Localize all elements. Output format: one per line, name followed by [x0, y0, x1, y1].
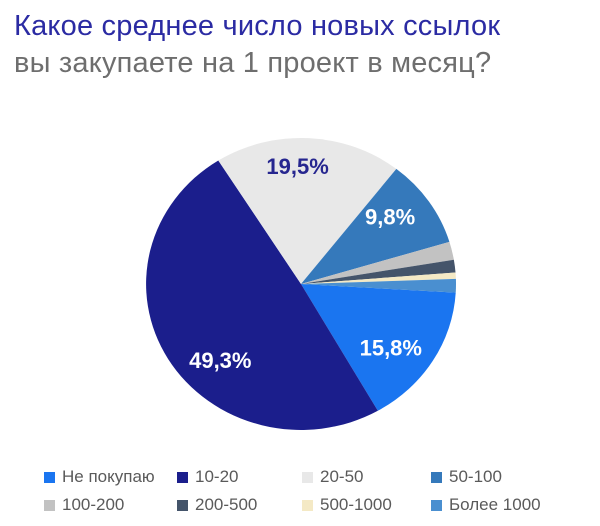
pie-slice-5 — [301, 241, 454, 284]
legend-item: Более 1000 — [431, 495, 590, 515]
pie-slice-percent-label: 15,8% — [360, 335, 422, 360]
legend-item: 50-100 — [431, 467, 590, 487]
legend-label: Более 1000 — [449, 495, 541, 514]
legend-label: 10-20 — [195, 467, 239, 486]
chart-legend: Не покупаю 10-20 20-50 50-100 100-200 200-500… — [44, 463, 590, 519]
chart-title-line1: Какое среднее число новых ссылок — [14, 10, 501, 42]
legend-swatch-icon — [302, 471, 313, 483]
legend-swatch-icon — [44, 471, 55, 483]
pie-slice-2 — [146, 160, 378, 430]
legend-swatch-icon — [177, 471, 188, 483]
legend-item: Не покупаю — [44, 467, 177, 487]
legend-item: 200-500 — [177, 495, 302, 515]
pie-slice-6 — [301, 259, 456, 284]
legend-label: 100-200 — [62, 495, 125, 514]
pie-slice-percent-label: 9,8% — [365, 204, 415, 229]
legend-label: 200-500 — [195, 495, 258, 514]
chart-title-line2: вы закупаете на 1 проект в месяц? — [14, 47, 492, 79]
pie-slice-7 — [301, 272, 456, 284]
legend-swatch-icon — [177, 499, 188, 511]
legend-item: 20-50 — [302, 467, 431, 487]
pie-slice-percent-label: 49,3% — [189, 348, 251, 373]
legend-label: 500-1000 — [320, 495, 392, 514]
pie-slice-3 — [218, 138, 397, 284]
legend-swatch-icon — [302, 499, 313, 511]
legend-swatch-icon — [431, 499, 442, 511]
pie-slice-percent-label: 19,5% — [266, 154, 328, 179]
legend-item: 100-200 — [44, 495, 177, 515]
legend-item: 500-1000 — [302, 495, 431, 515]
legend-label: 50-100 — [449, 467, 502, 486]
page-title: Какое среднее число новых ссылок вы заку… — [14, 8, 594, 82]
pie-slice-1 — [301, 284, 456, 411]
legend-item: 10-20 — [177, 467, 302, 487]
legend-label: Не покупаю — [62, 467, 155, 486]
pie-slice-4 — [301, 168, 450, 284]
legend-label: 20-50 — [320, 467, 364, 486]
legend-swatch-icon — [431, 471, 442, 483]
pie-slice-8 — [301, 278, 457, 293]
legend-swatch-icon — [44, 499, 55, 511]
